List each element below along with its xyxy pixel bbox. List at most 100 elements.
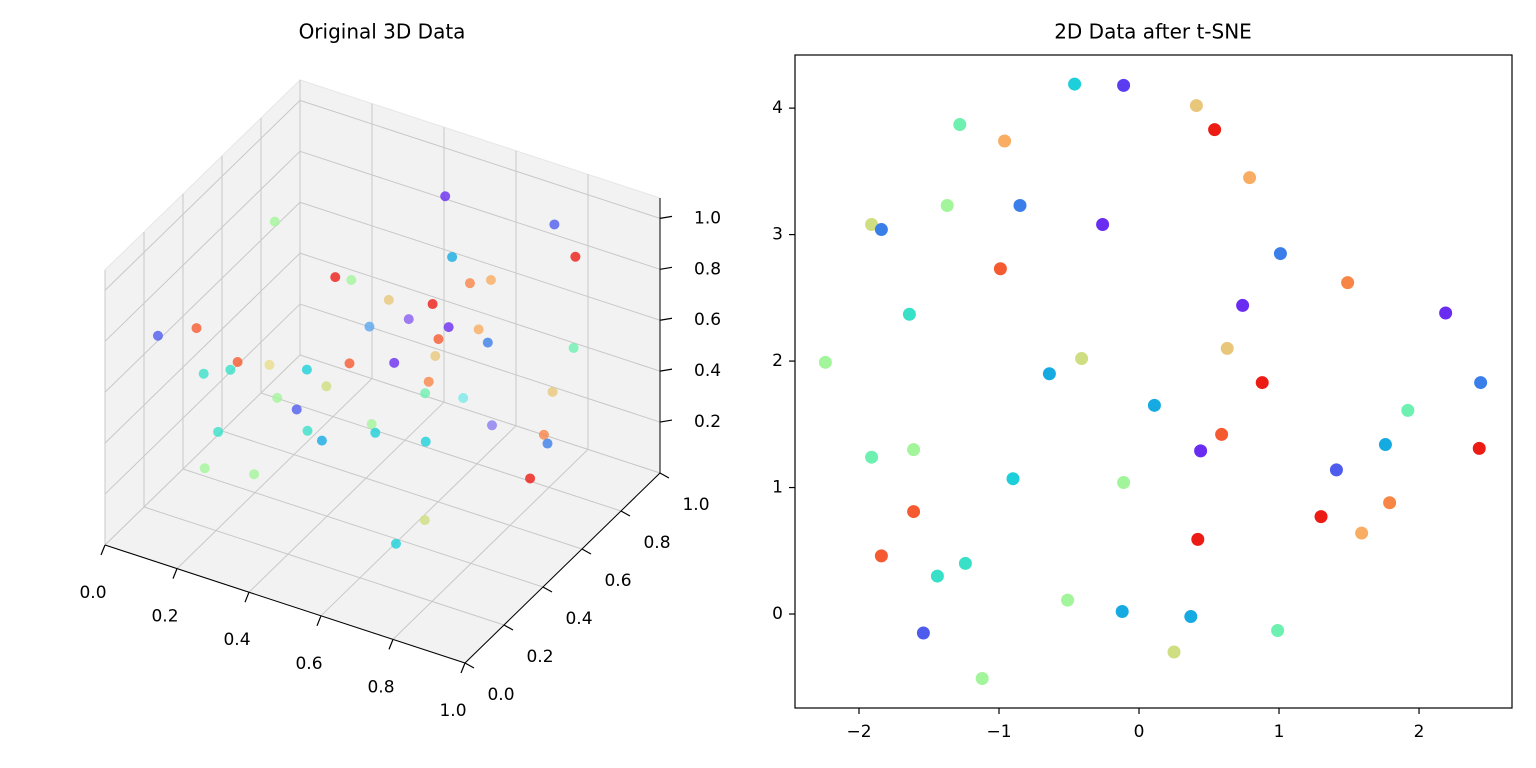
point — [1189, 99, 1203, 113]
point — [419, 515, 430, 526]
point — [1117, 475, 1131, 489]
point — [538, 429, 549, 440]
y-tick-label: 0 — [772, 604, 783, 624]
point — [1243, 171, 1257, 185]
point — [1314, 510, 1328, 524]
point — [191, 323, 202, 334]
grid-line — [320, 425, 517, 617]
x-tick — [100, 544, 106, 556]
point — [1329, 463, 1343, 477]
point — [232, 356, 243, 367]
grid-line — [104, 252, 301, 444]
z-tick — [659, 266, 673, 270]
x-tick-label: 0 — [1134, 722, 1145, 742]
y-tick-label: 0.2 — [526, 647, 553, 667]
point — [391, 538, 401, 549]
point — [916, 626, 930, 640]
grid-line — [299, 201, 661, 321]
point — [874, 549, 888, 563]
point — [1383, 496, 1397, 510]
point — [975, 672, 989, 686]
x-tick — [316, 615, 322, 627]
point — [549, 219, 560, 230]
point — [865, 450, 879, 464]
grid-line — [104, 201, 301, 393]
point — [902, 307, 916, 321]
y-tick — [659, 472, 670, 479]
point — [1208, 123, 1222, 137]
point — [301, 364, 312, 375]
grid-line — [299, 354, 661, 474]
point — [1194, 444, 1208, 458]
point — [1147, 398, 1161, 412]
point — [570, 251, 581, 262]
point — [464, 278, 475, 289]
y-tick-label: 3 — [772, 225, 783, 245]
point — [199, 463, 210, 474]
point — [364, 321, 375, 332]
x-tick-label: 2 — [1414, 722, 1425, 742]
point — [420, 436, 431, 447]
grid-line — [221, 430, 583, 550]
x-tick-label: 0.0 — [79, 583, 106, 603]
grid-line — [299, 252, 661, 372]
point — [818, 355, 832, 369]
grid-line — [143, 506, 505, 626]
point — [930, 569, 944, 583]
point — [443, 322, 454, 333]
point — [1236, 298, 1250, 312]
point — [525, 473, 536, 484]
point — [473, 324, 484, 335]
point — [291, 404, 302, 415]
point — [330, 272, 341, 283]
point — [1096, 217, 1110, 231]
grid-line — [260, 392, 622, 512]
point — [1355, 526, 1369, 540]
y-tick — [464, 662, 475, 669]
point — [1215, 427, 1229, 441]
point — [344, 358, 355, 369]
chart-title: 2D Data after t-SNE — [1054, 20, 1252, 44]
point — [1439, 306, 1453, 320]
point — [1042, 367, 1056, 381]
point — [269, 216, 280, 227]
point — [1068, 77, 1082, 91]
grid-line — [176, 378, 373, 569]
y-tick-label: 2 — [772, 351, 783, 371]
point — [420, 388, 431, 399]
point — [440, 191, 451, 202]
x-tick-label: 0.2 — [151, 607, 178, 627]
point — [370, 427, 381, 438]
point — [1167, 645, 1181, 659]
y-tick — [542, 586, 553, 593]
point — [321, 381, 332, 392]
x-tick-label: −2 — [846, 722, 871, 742]
point — [346, 275, 357, 286]
point — [874, 223, 888, 237]
point — [427, 299, 438, 310]
point — [1220, 341, 1234, 355]
point — [1075, 352, 1089, 366]
x-tick — [244, 591, 250, 603]
point — [1255, 376, 1269, 390]
y-axis — [464, 472, 661, 664]
z-tick-label: 0.4 — [694, 361, 721, 381]
chart-title: Original 3D Data — [299, 20, 466, 44]
point — [1184, 610, 1198, 624]
point — [302, 425, 313, 436]
point — [366, 418, 377, 429]
x-tick-label: 1 — [1274, 722, 1285, 742]
grid-line — [182, 468, 544, 588]
z-tick — [659, 317, 673, 321]
x-tick — [460, 662, 466, 674]
y-tick-label: 0.6 — [604, 571, 631, 591]
y-tick — [581, 548, 592, 555]
point — [907, 443, 921, 457]
grid-line — [299, 150, 661, 270]
y-tick-label: 0.4 — [565, 609, 592, 629]
y-tick-label: 1 — [772, 478, 783, 498]
grid-line — [104, 354, 301, 546]
grid-line — [248, 401, 445, 593]
z-tick-label: 1.0 — [694, 208, 721, 228]
